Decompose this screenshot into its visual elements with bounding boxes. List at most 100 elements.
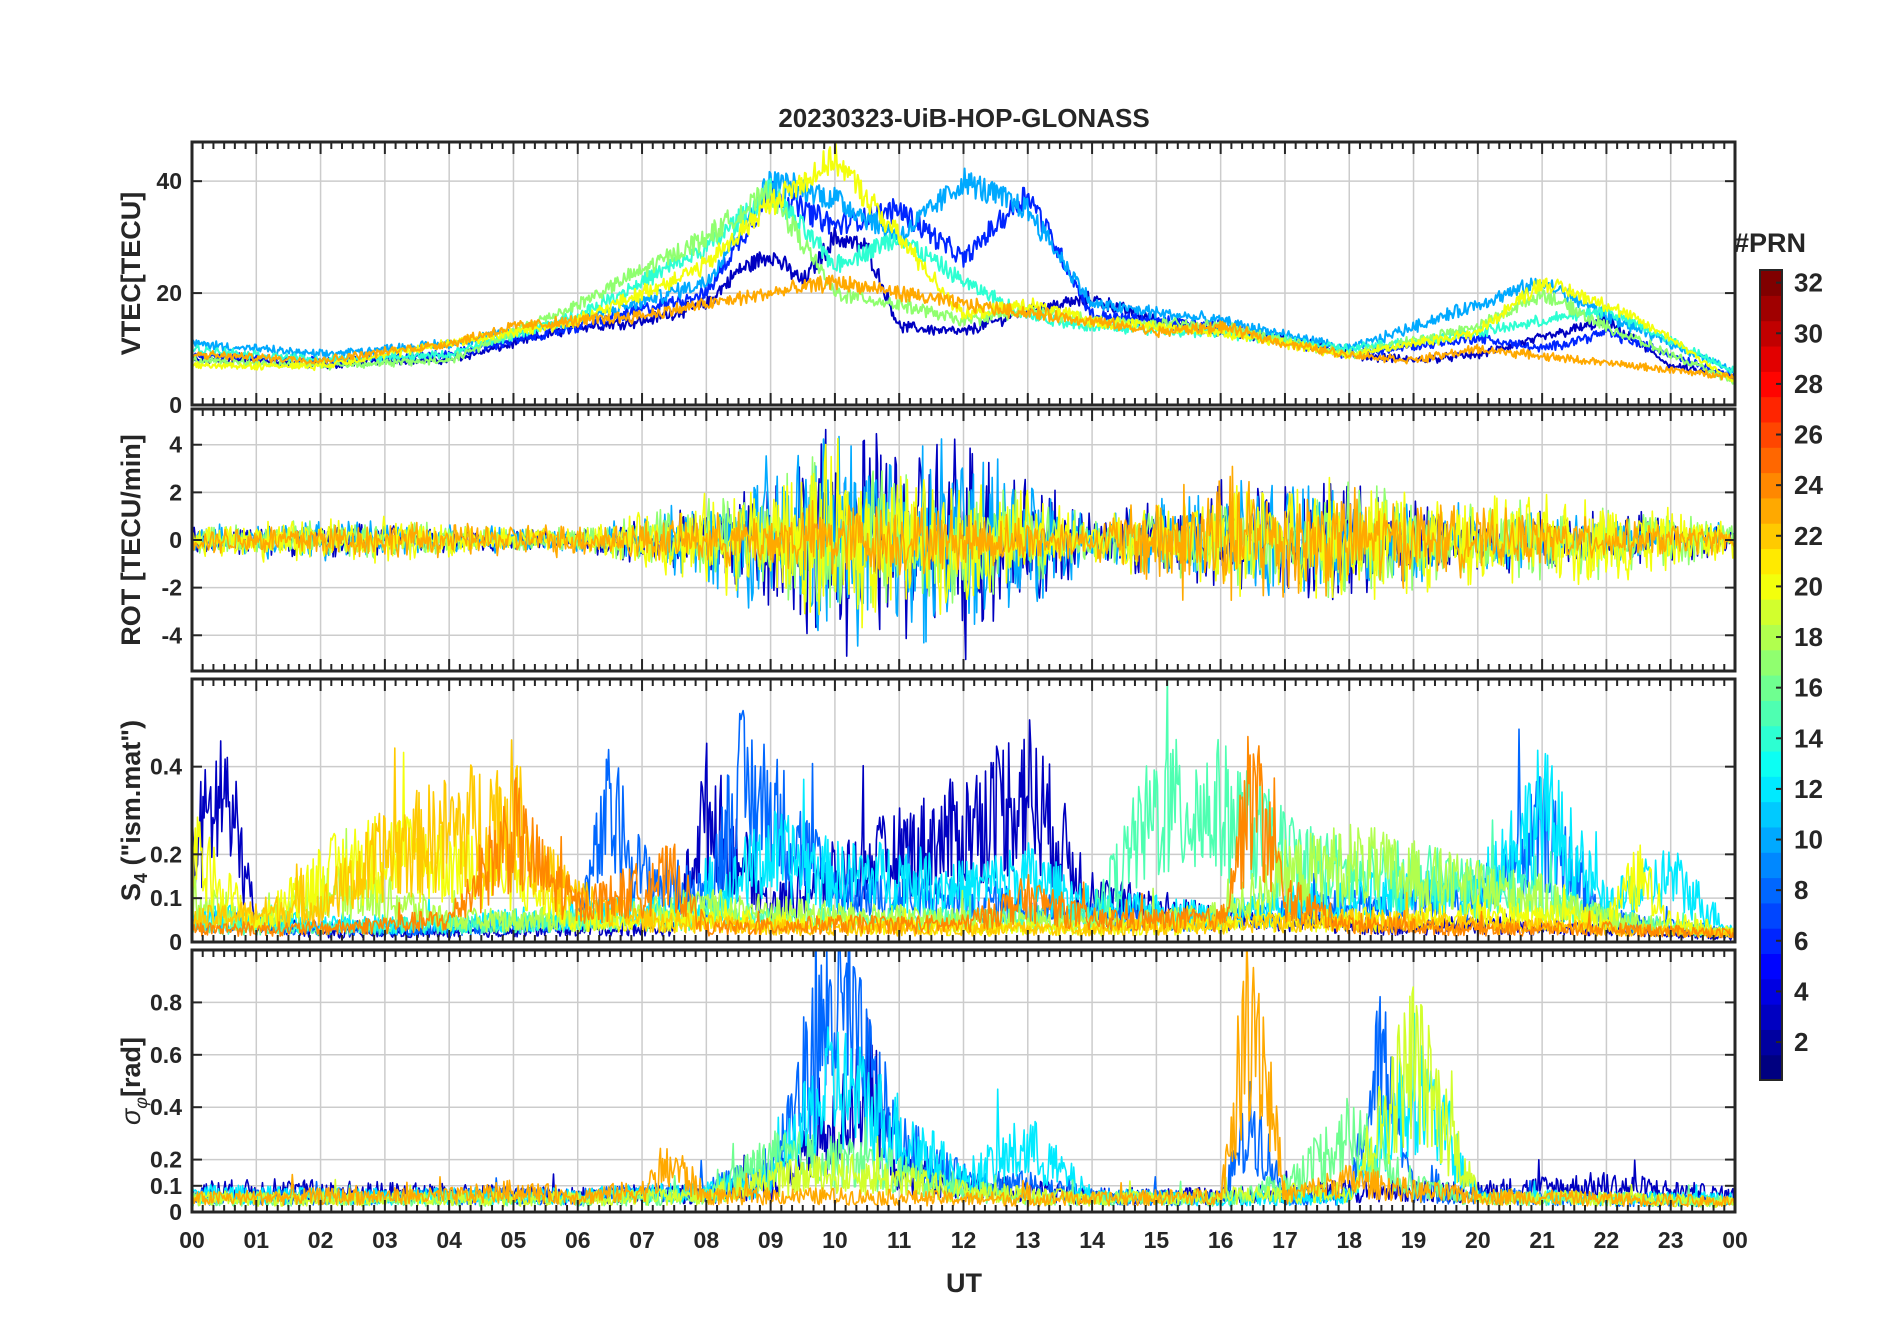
y-tick-label: 0.1 xyxy=(150,885,182,911)
colorbar-segment xyxy=(1760,776,1782,803)
colorbar-tick-label: 6 xyxy=(1794,926,1808,956)
colorbar-frame xyxy=(1759,269,1783,1081)
colorbar-segment xyxy=(1760,1004,1782,1030)
series-prn-23 xyxy=(192,950,1735,1208)
y-tick-label: 0.2 xyxy=(150,1147,182,1173)
colorbar-tick-label: 18 xyxy=(1794,622,1823,652)
colorbar-segment xyxy=(1760,295,1782,322)
x-tick-label: 01 xyxy=(243,1227,269,1253)
colorbar-segment xyxy=(1760,573,1782,600)
colorbar-tick-label: 2 xyxy=(1794,1027,1808,1057)
x-ticks xyxy=(191,950,1736,1212)
colorbar-segment xyxy=(1760,371,1782,398)
colorbar-segment xyxy=(1760,675,1782,701)
y-tick-label: 0 xyxy=(169,527,182,553)
x-tick-label: 00 xyxy=(179,1227,205,1253)
y-tick-label: -4 xyxy=(162,622,183,648)
y-tick-label: 4 xyxy=(169,432,182,458)
y-tick-label: 0.2 xyxy=(150,841,182,867)
y-tick-label: 0.6 xyxy=(150,1042,182,1068)
x-tick-label: 09 xyxy=(758,1227,784,1253)
y-tick-label: 0 xyxy=(169,1199,182,1225)
colorbar-segment xyxy=(1760,649,1782,676)
x-tick-label: 18 xyxy=(1336,1227,1362,1253)
colorbar-tick-label: 4 xyxy=(1794,976,1809,1006)
colorbar-segment xyxy=(1760,345,1782,372)
colorbar-segment xyxy=(1760,624,1782,651)
colorbar-segment xyxy=(1760,523,1782,550)
series-group xyxy=(192,428,1735,661)
colorbar-segment xyxy=(1760,826,1782,853)
x-tick-label: 00 xyxy=(1722,1227,1748,1253)
colorbar-segment xyxy=(1760,548,1782,575)
y-ticks: 00.10.2 0.4 0.6 0.8 xyxy=(150,989,1735,1225)
x-tick-label: 17 xyxy=(1272,1227,1298,1253)
y-tick-label: 20 xyxy=(156,280,182,306)
panel-vtec: 0 20 40 VTEC[TECU] xyxy=(116,140,1737,418)
colorbar-tick-label: 10 xyxy=(1794,825,1823,855)
colorbar-segment xyxy=(1760,472,1782,499)
x-tick-label: 14 xyxy=(1079,1227,1105,1253)
y-tick-label: 0 xyxy=(169,929,182,955)
colorbar-segment xyxy=(1760,270,1782,296)
y-axis-label: VTEC[TECU] xyxy=(116,192,146,356)
x-tick-label: 08 xyxy=(694,1227,720,1253)
colorbar-segment xyxy=(1760,700,1782,727)
x-ticks xyxy=(191,679,1736,942)
y-tick-label: -2 xyxy=(162,575,182,601)
x-tick-label: 06 xyxy=(565,1227,591,1253)
colorbar-tick-label: 26 xyxy=(1794,420,1823,450)
panel-s4: 0 0.1 0.2 0.4S4 ("ism.mat") xyxy=(116,677,1737,955)
x-tick-label: 11 xyxy=(887,1227,912,1253)
x-tick-label: 02 xyxy=(308,1227,334,1253)
x-tick-label: 23 xyxy=(1658,1227,1684,1253)
colorbar-segment xyxy=(1760,852,1782,879)
colorbar-tick-label: 20 xyxy=(1794,571,1823,601)
x-tick-label: 03 xyxy=(372,1227,398,1253)
x-tick-label: 22 xyxy=(1594,1227,1620,1253)
y-axis-label: σφ[rad] xyxy=(116,1037,151,1125)
series-prn-20 xyxy=(192,437,1735,629)
y-tick-label: 40 xyxy=(156,168,182,194)
colorbar-tick-label: 14 xyxy=(1794,723,1823,753)
y-ticks: 0 20 40 xyxy=(156,168,1735,418)
colorbar-tick-label: 12 xyxy=(1794,774,1823,804)
colorbar-segment xyxy=(1760,396,1782,423)
colorbar-tick-label: 16 xyxy=(1794,673,1823,703)
x-tick-labels: 00 01 02 03 04 05 06 07 08 09 10 11 12 13 14 15 16 17 18 19… xyxy=(179,1227,1748,1253)
y-ticks: 0 0.1 0.2 0.4 xyxy=(150,754,1735,955)
colorbar-segment xyxy=(1760,928,1782,955)
colorbar-segment xyxy=(1760,1029,1782,1056)
series-prn-23 xyxy=(192,274,1735,381)
x-tick-label: 15 xyxy=(1144,1227,1170,1253)
panel-sigma_phi: 00.10.2 0.4 0.6 0.8 σφ[rad] xyxy=(116,948,1737,1225)
series-group xyxy=(192,142,1735,385)
colorbar-tick-label: 32 xyxy=(1794,268,1823,298)
x-tick-label: 12 xyxy=(951,1227,977,1253)
colorbar-tick-label: 30 xyxy=(1794,318,1823,348)
chart-title: 20230323-UiB-HOP-GLONASS xyxy=(778,103,1149,133)
colorbar-segment xyxy=(1760,320,1782,347)
y-tick-label: 0.4 xyxy=(150,754,182,780)
x-tick-label: 13 xyxy=(1015,1227,1041,1253)
colorbar-tick-label: 28 xyxy=(1794,369,1823,399)
y-tick-label: 0.1 xyxy=(150,1173,182,1199)
colorbar-segment xyxy=(1760,750,1782,777)
colorbar-segment xyxy=(1760,421,1782,448)
colorbar-label: #PRN xyxy=(1734,228,1806,258)
y-tick-label: 0.8 xyxy=(150,989,182,1015)
y-axis-label: S4 ("ism.mat") xyxy=(116,720,151,901)
x-tick-label: 05 xyxy=(501,1227,527,1253)
series-group xyxy=(192,950,1735,1208)
series-prn-22 xyxy=(192,739,1735,939)
y-tick-label: 0 xyxy=(169,392,182,418)
colorbar-segment xyxy=(1760,497,1782,524)
colorbar-tick-label: 22 xyxy=(1794,521,1823,551)
colorbar-segment xyxy=(1760,447,1782,474)
series-prn-23 xyxy=(192,465,1735,601)
colorbar-segment xyxy=(1760,1054,1782,1081)
x-tick-label: 10 xyxy=(822,1227,848,1253)
colorbar-segment xyxy=(1760,725,1782,752)
